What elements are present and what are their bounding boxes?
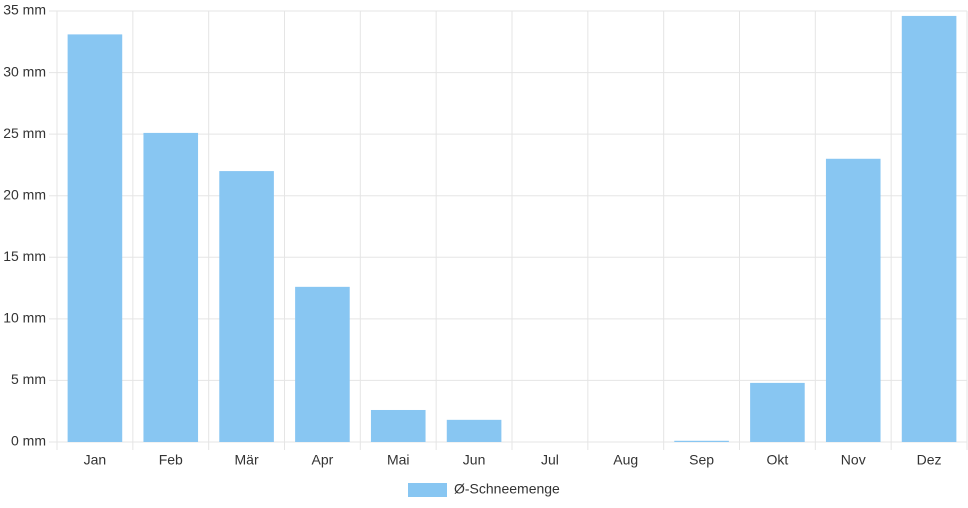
y-tick-label: 35 mm (3, 2, 46, 18)
bar (219, 171, 274, 443)
bar (901, 15, 957, 442)
x-tick-label: Aug (613, 452, 638, 468)
x-tick-label: Nov (841, 452, 866, 468)
y-tick-label: 5 mm (11, 371, 46, 387)
y-tick-label: 10 mm (3, 310, 46, 326)
bar (295, 286, 350, 442)
y-tick-label: 15 mm (3, 248, 46, 264)
y-tick-label: 30 mm (3, 63, 46, 79)
x-tick-label: Feb (159, 452, 183, 468)
bar (67, 34, 123, 442)
x-tick-label: Apr (312, 452, 334, 468)
bar (750, 382, 805, 442)
y-tick-label: 25 mm (3, 125, 46, 141)
bar (143, 132, 199, 442)
x-tick-label: Okt (767, 452, 789, 468)
x-tick-label: Jan (84, 452, 107, 468)
bar (674, 440, 729, 442)
x-tick-label: Mär (235, 452, 259, 468)
bar (370, 409, 426, 442)
x-tick-label: Mai (387, 452, 410, 468)
legend-label: Ø-Schneemenge (454, 481, 560, 497)
legend-swatch (408, 483, 447, 497)
x-tick-label: Sep (689, 452, 714, 468)
y-tick-label: 20 mm (3, 186, 46, 202)
y-tick-label: 0 mm (11, 433, 46, 449)
x-tick-label: Dez (917, 452, 942, 468)
x-tick-label: Jul (541, 452, 559, 468)
bar (446, 419, 502, 442)
bar (825, 158, 881, 442)
x-tick-label: Jun (463, 452, 486, 468)
